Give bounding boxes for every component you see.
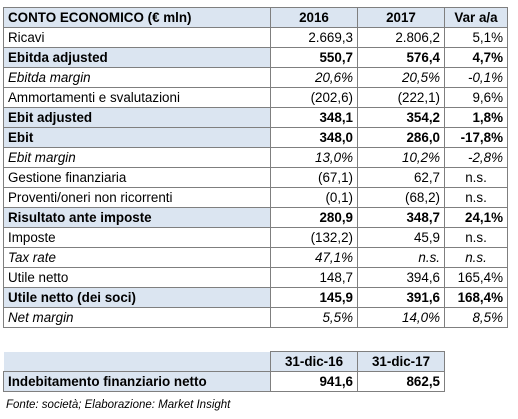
row-label: Risultato ante imposte bbox=[3, 207, 271, 228]
table-row: Proventi/oneri non ricorrenti (0,1) (68,2)… bbox=[3, 187, 508, 208]
row-variation: -17,8% bbox=[444, 127, 508, 148]
row-value-2016: 13,0% bbox=[270, 147, 358, 168]
debt-label: Indebitamento finanziario netto bbox=[3, 371, 271, 392]
row-label: Proventi/oneri non ricorrenti bbox=[3, 187, 271, 208]
row-value-2016: 348,1 bbox=[270, 107, 358, 128]
row-label: Utile netto (dei soci) bbox=[3, 287, 271, 308]
debt-header-2016: 31-dic-16 bbox=[270, 351, 358, 372]
row-label: Tax rate bbox=[3, 247, 271, 268]
header-2016: 2016 bbox=[270, 7, 358, 28]
row-value-2017: 286,0 bbox=[357, 127, 445, 148]
row-label: Gestione finanziaria bbox=[3, 167, 271, 188]
row-value-2017: 394,6 bbox=[357, 267, 445, 288]
row-value-2017: (68,2) bbox=[357, 187, 445, 208]
table-row: Ricavi 2.669,3 2.806,2 5,1% bbox=[3, 27, 508, 48]
table-header-row: CONTO ECONOMICO (€ mln) 2016 2017 Var a/… bbox=[3, 7, 508, 28]
table-row: Ammortamenti e svalutazioni (202,6) (222,1… bbox=[3, 87, 508, 108]
table-row: Net margin 5,5% 14,0% 8,5% bbox=[3, 307, 508, 328]
row-value-2017: 20,5% bbox=[357, 67, 445, 88]
row-label: Ebitda margin bbox=[3, 67, 271, 88]
row-label: Ebit adjusted bbox=[3, 107, 271, 128]
row-value-2016: 550,7 bbox=[270, 47, 358, 68]
row-value-2016: 2.669,3 bbox=[270, 27, 358, 48]
row-value-2017: 354,2 bbox=[357, 107, 445, 128]
row-value-2016: 148,7 bbox=[270, 267, 358, 288]
row-label: Ebit margin bbox=[3, 147, 271, 168]
table-row: Ebitda adjusted 550,7 576,4 4,7% bbox=[3, 47, 508, 68]
row-variation: 4,7% bbox=[444, 47, 508, 68]
row-value-2016: (67,1) bbox=[270, 167, 358, 188]
row-variation: 165,4% bbox=[444, 267, 508, 288]
row-value-2016: 348,0 bbox=[270, 127, 358, 148]
table-row: Utile netto 148,7 394,6 165,4% bbox=[3, 267, 508, 288]
debt-header-spacer bbox=[3, 351, 271, 372]
row-value-2017: 10,2% bbox=[357, 147, 445, 168]
row-variation: 5,1% bbox=[444, 27, 508, 48]
row-value-2017: (222,1) bbox=[357, 87, 445, 108]
row-value-2017: 2.806,2 bbox=[357, 27, 445, 48]
row-variation: n.s. bbox=[444, 167, 508, 188]
table-row: Ebit margin 13,0% 10,2% -2,8% bbox=[3, 147, 508, 168]
row-value-2016: 145,9 bbox=[270, 287, 358, 308]
row-variation: n.s. bbox=[444, 247, 508, 268]
row-value-2017: 576,4 bbox=[357, 47, 445, 68]
row-label: Ebitda adjusted bbox=[3, 47, 271, 68]
row-label: Ricavi bbox=[3, 27, 271, 48]
row-value-2016: 47,1% bbox=[270, 247, 358, 268]
row-label: Ebit bbox=[3, 127, 271, 148]
row-variation: -0,1% bbox=[444, 67, 508, 88]
table-row: Tax rate 47,1% n.s. n.s. bbox=[3, 247, 508, 268]
debt-value-2017: 862,5 bbox=[357, 371, 445, 392]
debt-table: 31-dic-16 31-dic-17 Indebitamento finanz… bbox=[3, 351, 445, 392]
debt-header-2017: 31-dic-17 bbox=[357, 351, 445, 372]
row-variation: -2,8% bbox=[444, 147, 508, 168]
header-var: Var a/a bbox=[444, 7, 508, 28]
income-statement-table: CONTO ECONOMICO (€ mln) 2016 2017 Var a/… bbox=[3, 7, 508, 328]
row-variation: 24,1% bbox=[444, 207, 508, 228]
header-2017: 2017 bbox=[357, 7, 445, 28]
debt-header-row: 31-dic-16 31-dic-17 bbox=[3, 351, 445, 372]
row-value-2017: 45,9 bbox=[357, 227, 445, 248]
table-row: Risultato ante imposte 280,9 348,7 24,1% bbox=[3, 207, 508, 228]
table-row: Ebitda margin 20,6% 20,5% -0,1% bbox=[3, 67, 508, 88]
table-row: Ebit 348,0 286,0 -17,8% bbox=[3, 127, 508, 148]
row-variation: n.s. bbox=[444, 227, 508, 248]
row-value-2017: 62,7 bbox=[357, 167, 445, 188]
header-title: CONTO ECONOMICO (€ mln) bbox=[3, 7, 271, 28]
table-row: Utile netto (dei soci) 145,9 391,6 168,4% bbox=[3, 287, 508, 308]
row-label: Ammortamenti e svalutazioni bbox=[3, 87, 271, 108]
row-variation: 8,5% bbox=[444, 307, 508, 328]
row-value-2016: (0,1) bbox=[270, 187, 358, 208]
row-value-2016: (132,2) bbox=[270, 227, 358, 248]
table-row: Imposte (132,2) 45,9 n.s. bbox=[3, 227, 508, 248]
row-value-2016: 280,9 bbox=[270, 207, 358, 228]
row-value-2016: 20,6% bbox=[270, 67, 358, 88]
row-value-2017: n.s. bbox=[357, 247, 445, 268]
debt-row: Indebitamento finanziario netto 941,6 86… bbox=[3, 371, 445, 392]
row-label: Net margin bbox=[3, 307, 271, 328]
row-value-2017: 391,6 bbox=[357, 287, 445, 308]
table-row: Ebit adjusted 348,1 354,2 1,8% bbox=[3, 107, 508, 128]
row-value-2016: (202,6) bbox=[270, 87, 358, 108]
row-variation: n.s. bbox=[444, 187, 508, 208]
row-label: Imposte bbox=[3, 227, 271, 248]
row-value-2017: 14,0% bbox=[357, 307, 445, 328]
row-value-2016: 5,5% bbox=[270, 307, 358, 328]
row-variation: 1,8% bbox=[444, 107, 508, 128]
source-note: Fonte: società; Elaborazione: Market Ins… bbox=[6, 399, 231, 411]
debt-value-2016: 941,6 bbox=[270, 371, 358, 392]
row-variation: 9,6% bbox=[444, 87, 508, 108]
table-row: Gestione finanziaria (67,1) 62,7 n.s. bbox=[3, 167, 508, 188]
row-value-2017: 348,7 bbox=[357, 207, 445, 228]
row-label: Utile netto bbox=[3, 267, 271, 288]
row-variation: 168,4% bbox=[444, 287, 508, 308]
